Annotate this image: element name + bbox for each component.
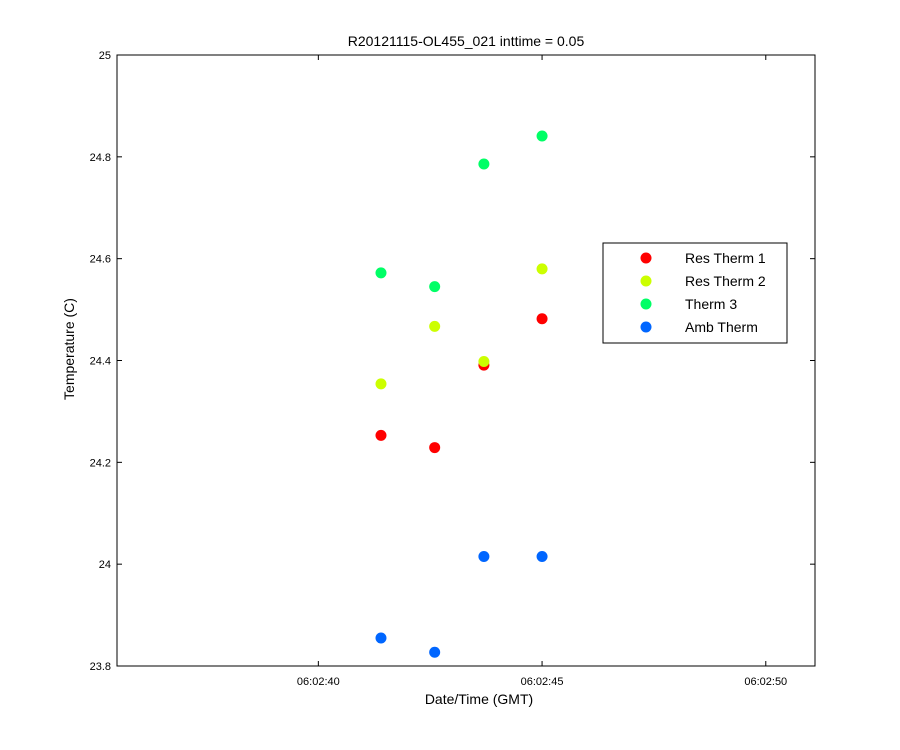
- x-tick-label: 06:02:45: [521, 676, 564, 688]
- legend-marker: [640, 275, 652, 287]
- data-point: [375, 267, 387, 279]
- data-point: [478, 158, 490, 170]
- data-points: [375, 130, 548, 658]
- legend-label: Res Therm 2: [685, 273, 766, 289]
- y-tick-label: 25: [99, 50, 111, 62]
- series-amb-therm: [375, 551, 548, 658]
- legend-marker: [640, 252, 652, 264]
- y-tick-label: 24.2: [90, 457, 111, 469]
- legend-marker: [640, 321, 652, 333]
- y-tick-label: 24.4: [90, 356, 111, 368]
- y-tick-label: 24: [99, 559, 111, 571]
- legend-label: Therm 3: [685, 296, 737, 312]
- data-point: [429, 281, 441, 293]
- y-axis: 23.8 24 24.2 24.4 24.6 24.8 25: [90, 50, 815, 673]
- legend: Res Therm 1 Res Therm 2 Therm 3 Amb Therm: [602, 242, 788, 344]
- y-axis-label: Temperature (C): [61, 298, 77, 400]
- data-point: [536, 551, 548, 563]
- legend-marker: [640, 298, 652, 310]
- series-therm-3: [375, 130, 548, 293]
- y-tick-label: 23.8: [90, 661, 111, 673]
- data-point: [429, 320, 441, 332]
- data-point: [429, 442, 441, 454]
- x-axis: 06:02:40 06:02:45 06:02:50: [297, 55, 787, 688]
- data-point: [478, 551, 490, 563]
- data-point: [536, 263, 548, 275]
- x-tick-label: 06:02:50: [744, 676, 787, 688]
- data-point: [375, 429, 387, 441]
- data-point: [536, 130, 548, 142]
- y-tick-label: 24.8: [90, 152, 111, 164]
- chart-title: R20121115-OL455_021 inttime = 0.05: [348, 33, 585, 49]
- legend-label: Amb Therm: [685, 319, 758, 335]
- legend-label: Res Therm 1: [685, 250, 766, 266]
- x-tick-label: 06:02:40: [297, 676, 340, 688]
- x-axis-label: Date/Time (GMT): [425, 691, 533, 707]
- series-res-therm-2: [375, 263, 548, 390]
- data-point: [536, 313, 548, 325]
- data-point: [375, 632, 387, 644]
- plot-area: [116, 54, 816, 667]
- y-tick-label: 24.6: [90, 254, 111, 266]
- data-point: [478, 356, 490, 368]
- data-point: [375, 378, 387, 390]
- data-point: [429, 646, 441, 658]
- legend-box: [602, 242, 788, 344]
